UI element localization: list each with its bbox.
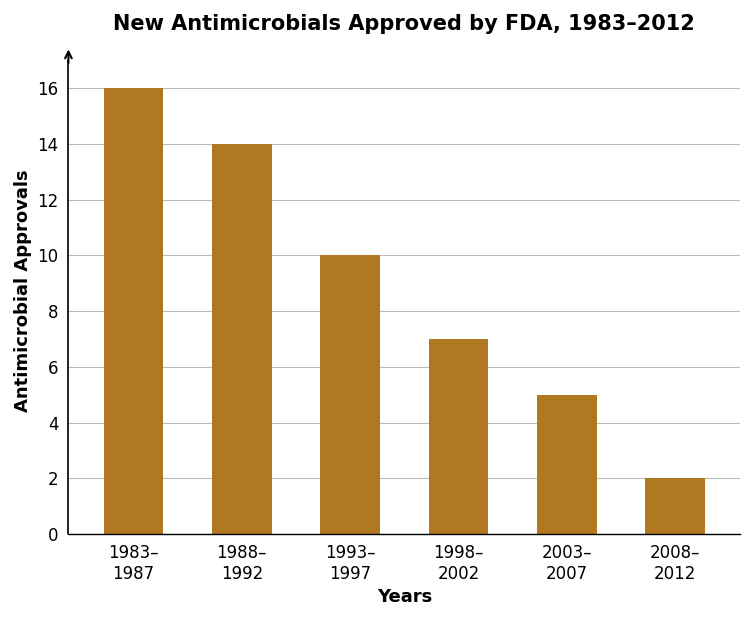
- Bar: [428, 339, 489, 534]
- X-axis label: Years: Years: [377, 588, 432, 606]
- Y-axis label: Antimicrobial Approvals: Antimicrobial Approvals: [14, 169, 32, 412]
- Bar: [212, 144, 271, 534]
- Bar: [645, 478, 705, 534]
- Bar: [537, 395, 596, 534]
- Bar: [320, 255, 380, 534]
- Title: New Antimicrobials Approved by FDA, 1983–2012: New Antimicrobials Approved by FDA, 1983…: [113, 14, 695, 34]
- Bar: [103, 88, 163, 534]
